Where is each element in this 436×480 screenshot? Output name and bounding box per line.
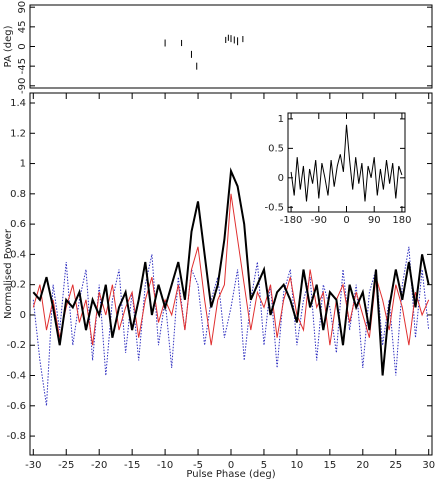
y-tick-label: -0.2 (6, 340, 26, 351)
x-axis-label: Pulse Phase (deg) (186, 469, 275, 480)
x-tick-label: 10 (291, 460, 304, 471)
x-tick-label: 20 (356, 460, 369, 471)
x-tick-label: 15 (323, 460, 336, 471)
x-tick-label: 90 (368, 215, 381, 226)
y-tick-label: -45 (17, 58, 28, 74)
y-tick-label: 1 (20, 159, 26, 170)
y-tick-label: 1 (278, 114, 284, 125)
y-tick-label: 0.2 (10, 280, 26, 291)
x-tick-label: -25 (58, 460, 74, 471)
x-tick-label: 30 (422, 460, 435, 471)
y-tick-label: 0.8 (10, 189, 26, 200)
x-tick-label: 25 (389, 460, 402, 471)
y-tick-label: -90 (17, 78, 28, 94)
x-tick-label: -180 (280, 215, 303, 226)
y-tick-label: -0.4 (6, 371, 26, 382)
y-axis-label: PA (deg) (3, 25, 14, 67)
x-tick-label: 5 (261, 460, 267, 471)
x-tick-label: -10 (157, 460, 173, 471)
y-tick-label: -0.5 (264, 202, 284, 213)
y-tick-label: 90 (17, 1, 28, 14)
y-tick-label: 45 (17, 20, 28, 33)
y-tick-label: -0.8 (6, 431, 26, 442)
y-tick-label: 0.4 (10, 249, 26, 260)
y-tick-label: 0 (278, 173, 284, 184)
y-tick-label: 1.4 (10, 98, 26, 109)
y-tick-label: 0 (17, 43, 28, 49)
series-line (32, 193, 430, 346)
y-tick-label: 0.5 (268, 143, 284, 154)
x-tick-label: -90 (311, 215, 327, 226)
x-tick-label: 180 (392, 215, 411, 226)
y-axis-label: Normalised Power (3, 228, 14, 319)
x-tick-label: 0 (228, 460, 234, 471)
series-line (290, 124, 403, 202)
y-tick-label: 0.6 (10, 219, 26, 230)
x-tick-label: -5 (193, 460, 203, 471)
y-tick-label: -0.6 (6, 401, 26, 412)
plot-frame (29, 92, 433, 456)
x-tick-label: -15 (124, 460, 140, 471)
plot-frame (29, 4, 433, 89)
x-tick-label: -30 (25, 460, 41, 471)
x-tick-label: 0 (343, 215, 349, 226)
y-tick-label: 1.2 (10, 128, 26, 139)
y-tick-label: 0 (20, 310, 26, 321)
x-tick-label: -20 (91, 460, 107, 471)
series-line (32, 246, 430, 406)
series-line (32, 167, 430, 376)
